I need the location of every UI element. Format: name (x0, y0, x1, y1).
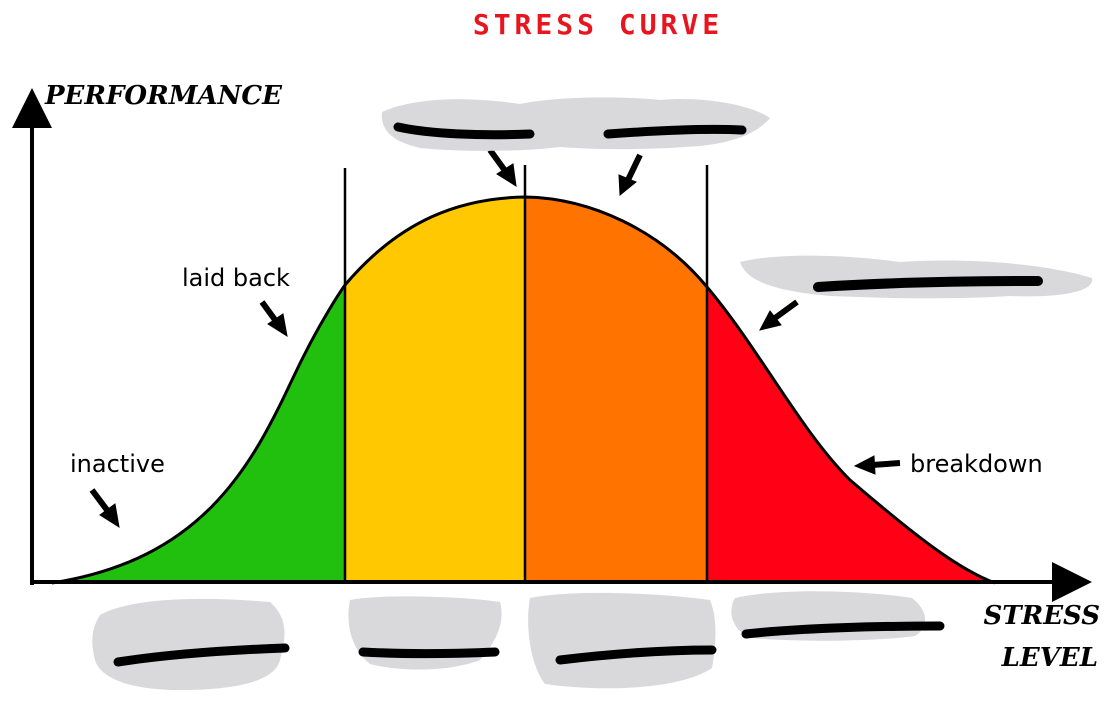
scribbled-out-text-icon (92, 97, 1093, 690)
zone-yellow (345, 197, 525, 583)
black-pointer-arrow-icon (89, 148, 901, 529)
x-axis-label-line2: LEVEL (1001, 643, 1098, 673)
label-breakdown: breakdown (910, 450, 1043, 478)
y-axis-label: PERFORMANCE (44, 81, 283, 111)
zone-orange (525, 197, 707, 583)
zone-red (707, 197, 995, 583)
diagram-title: STRESS CURVE (473, 8, 723, 41)
label-inactive: inactive (70, 450, 165, 478)
zone-fills (52, 197, 995, 583)
x-axis-label-line1: STRESS (983, 601, 1100, 631)
label-laid-back: laid back (182, 264, 290, 292)
